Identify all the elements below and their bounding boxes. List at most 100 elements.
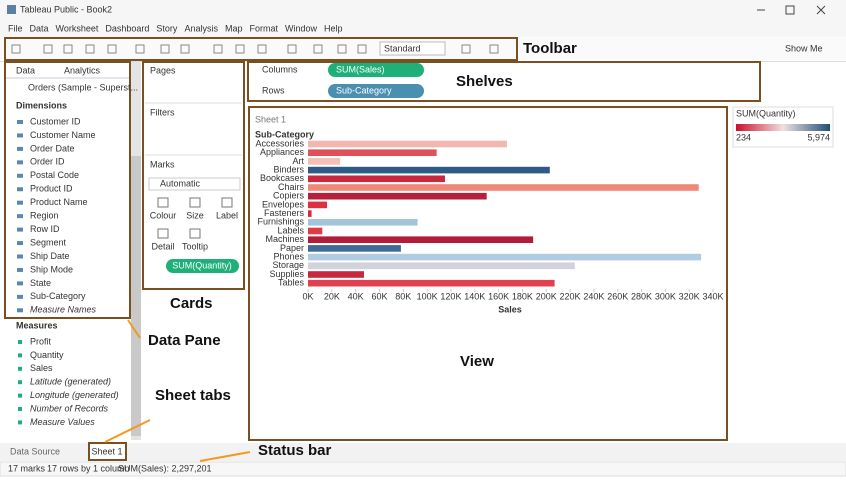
scroll-thumb[interactable] <box>131 156 141 436</box>
measure-field[interactable]: Measure Values <box>30 417 95 427</box>
bar <box>308 253 702 261</box>
menu-item[interactable]: File <box>8 23 23 33</box>
dimension-field[interactable]: Customer Name <box>30 130 96 140</box>
toolbar-button[interactable] <box>135 44 145 54</box>
bar <box>308 184 699 191</box>
measure-field[interactable]: Sales <box>30 363 53 373</box>
menu-item[interactable]: Window <box>285 23 318 33</box>
quantity-pill-label[interactable]: SUM(Quantity) <box>172 260 232 270</box>
dimension-field[interactable]: Region <box>30 211 59 221</box>
arrow <box>104 419 151 443</box>
bar <box>308 192 487 200</box>
toolbar-button[interactable] <box>357 44 367 54</box>
mark-button[interactable]: Detail <box>151 241 174 251</box>
measure-field[interactable]: Number of Records <box>30 403 109 413</box>
toolbar-button[interactable] <box>43 44 53 54</box>
toolbar-button[interactable] <box>461 44 471 54</box>
mark-button-icon[interactable] <box>189 228 201 239</box>
category-label: Bookcases <box>260 173 305 183</box>
dimension-field[interactable]: Order ID <box>30 157 65 167</box>
data-source[interactable]: Orders (Sample - Superst... <box>28 82 138 92</box>
menu-item[interactable]: Data <box>30 23 49 33</box>
mark-button[interactable]: Label <box>216 210 238 220</box>
sheet-title: Sheet 1 <box>255 114 286 124</box>
measure-field[interactable]: Profit <box>30 336 52 346</box>
fit-dropdown[interactable] <box>379 41 446 56</box>
columns-pill[interactable] <box>328 63 424 77</box>
legend-gradient <box>736 124 830 131</box>
toolbar-button[interactable] <box>235 44 245 54</box>
toolbar-button[interactable] <box>160 44 170 54</box>
toolbar-button[interactable] <box>257 44 267 54</box>
menu-item[interactable]: Help <box>324 23 343 33</box>
toolbar-button[interactable] <box>107 44 117 54</box>
measure-field[interactable]: Latitude (generated) <box>30 377 111 387</box>
sheet-tab-highlight <box>88 442 127 461</box>
data-pane-highlight <box>4 61 131 319</box>
fit-label[interactable]: Standard <box>384 43 421 53</box>
dimension-field[interactable]: Ship Date <box>30 251 70 261</box>
field-icon <box>17 281 23 286</box>
mark-button[interactable]: Size <box>186 210 204 220</box>
menu-item[interactable]: Format <box>249 23 278 33</box>
toolbar-button[interactable] <box>11 44 21 54</box>
dimension-field[interactable]: State <box>30 278 51 288</box>
mark-button[interactable]: Colour <box>150 210 177 220</box>
dimension-field[interactable]: Ship Mode <box>30 264 73 274</box>
field-icon <box>17 308 23 313</box>
dimension-field[interactable]: Measure Names <box>30 305 97 315</box>
quantity-pill[interactable] <box>166 259 239 273</box>
columns-pill-label[interactable]: SUM(Sales) <box>336 64 385 74</box>
close[interactable] <box>816 5 826 15</box>
mark-button[interactable]: Tooltip <box>182 241 208 251</box>
toolbar-button[interactable] <box>63 44 73 54</box>
annotation: Data Pane <box>148 332 221 349</box>
menu-item[interactable]: Story <box>156 23 178 33</box>
mark-button-icon[interactable] <box>157 197 169 208</box>
rows-pill-label[interactable]: Sub-Category <box>336 85 392 95</box>
arrow <box>199 451 251 462</box>
measure-field[interactable]: Quantity <box>30 350 64 360</box>
toolbar-button[interactable] <box>313 44 323 54</box>
x-tick-label: 280K <box>631 291 652 301</box>
menu-item[interactable]: Analysis <box>184 23 218 33</box>
menu-item[interactable]: Map <box>225 23 243 33</box>
bar <box>308 166 550 174</box>
mark-type[interactable]: Automatic <box>160 178 201 188</box>
legend-title: SUM(Quantity) <box>736 108 796 118</box>
sheet-tab[interactable]: Sheet 1 <box>91 446 122 456</box>
rows-label: Rows <box>262 85 285 95</box>
field-icon <box>18 340 22 344</box>
dimension-field[interactable]: Sub-Category <box>30 291 86 301</box>
data-tab[interactable]: Data <box>16 65 35 75</box>
mark-button-icon[interactable] <box>221 197 233 208</box>
dimension-field[interactable]: Order Date <box>30 143 75 153</box>
dimension-field[interactable]: Postal Code <box>30 170 79 180</box>
dimension-field[interactable]: Customer ID <box>30 116 81 126</box>
mark-button-icon[interactable] <box>189 197 201 208</box>
rows-pill[interactable] <box>328 84 424 98</box>
toolbar-button[interactable] <box>213 44 223 54</box>
dimension-field[interactable]: Product ID <box>30 184 73 194</box>
menu-item[interactable]: Worksheet <box>56 23 99 33</box>
mark-type-dropdown[interactable] <box>148 177 241 191</box>
x-tick-label: 260K <box>607 291 628 301</box>
menu-item[interactable]: Dashboard <box>105 23 149 33</box>
restore[interactable] <box>785 5 795 15</box>
measures-title: Measures <box>16 320 58 330</box>
toolbar-button[interactable] <box>85 44 95 54</box>
toolbar-button[interactable] <box>489 44 499 54</box>
category-label: Labels <box>277 225 304 235</box>
analytics-tab[interactable]: Analytics <box>64 65 101 75</box>
show-me[interactable]: Show Me <box>785 43 823 53</box>
measure-field[interactable]: Longitude (generated) <box>30 390 119 400</box>
toolbar-button[interactable] <box>180 44 190 54</box>
mark-button-icon[interactable] <box>157 228 169 239</box>
field-icon <box>17 267 23 272</box>
toolbar-button[interactable] <box>337 44 347 54</box>
data-source-tab[interactable]: Data Source <box>10 446 60 456</box>
dimension-field[interactable]: Product Name <box>30 197 88 207</box>
toolbar-button[interactable] <box>287 44 297 54</box>
dimension-field[interactable]: Row ID <box>30 224 60 234</box>
dimension-field[interactable]: Segment <box>30 237 67 247</box>
